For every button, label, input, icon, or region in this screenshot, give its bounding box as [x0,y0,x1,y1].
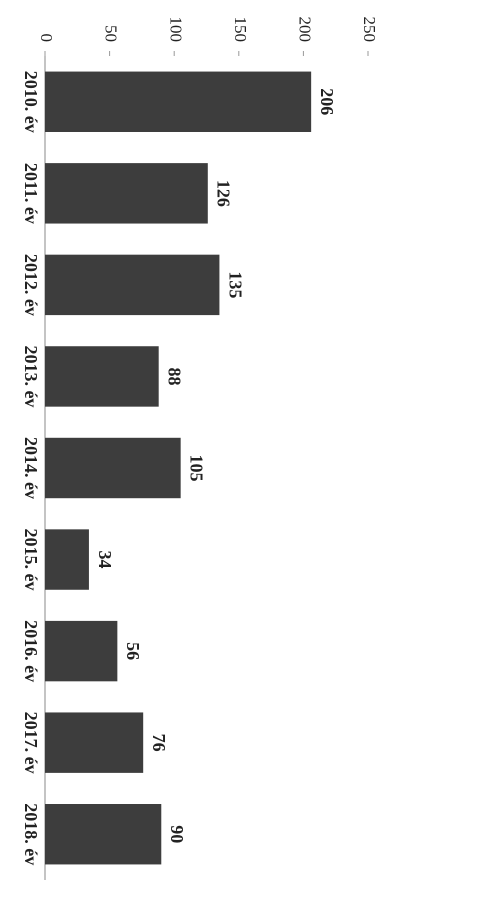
bar [45,529,89,590]
x-tick-label: 2015. év [21,529,41,591]
bar [45,437,181,499]
bar [45,346,159,407]
x-tick-label: 2014. év [21,437,41,499]
y-tick-label: 100 [166,17,185,43]
data-label: 90 [167,825,187,843]
data-label: 76 [149,734,169,752]
bar [45,254,220,316]
x-tick-label: 2017. év [21,712,41,774]
data-label: 88 [165,367,185,385]
x-tick-label: 2016. év [21,620,41,682]
bar [44,712,144,773]
data-label: 105 [187,455,207,482]
y-tick-label: 150 [231,17,250,43]
y-tick-label: 50 [102,25,121,42]
y-tick-label: 0 [37,34,56,43]
x-tick-label: 2011. év [21,163,41,224]
x-tick-label: 2010. év [21,71,41,133]
x-tick-label: 2018. év [21,803,41,865]
x-tick-label: 2013. év [21,345,41,407]
plot: 0 50 100 150 200 250 2010. év 206 2011. év 126 201… [21,17,379,880]
data-label: 126 [214,180,234,207]
data-label: 34 [95,551,115,569]
x-tick-label: 2012. év [21,254,41,316]
data-label: 206 [317,88,337,115]
y-tick-label: 250 [360,17,379,43]
bar [45,804,162,865]
bar [44,620,118,682]
y-tick-label: 200 [295,17,314,43]
data-label: 135 [225,271,245,298]
data-label: 56 [123,642,143,660]
bar [44,163,208,224]
bar [44,71,312,132]
